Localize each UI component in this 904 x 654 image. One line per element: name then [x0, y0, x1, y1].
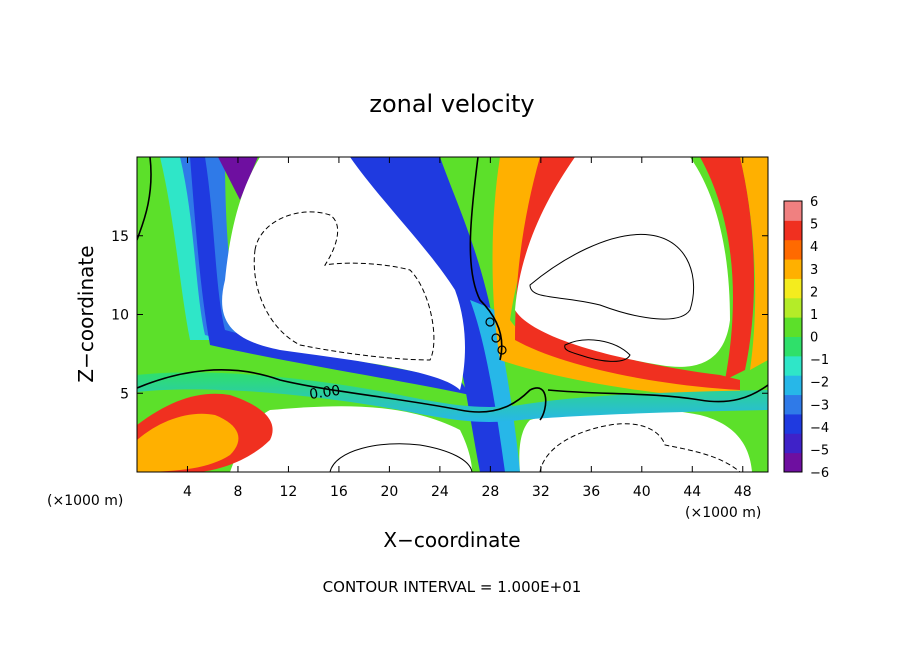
contour-zero-center — [469, 157, 503, 361]
contour-positive-right — [529, 233, 695, 320]
y-axis: 5 10 15 — [111, 229, 768, 402]
colorbar-label: −6 — [810, 466, 829, 481]
colorbar-swatch — [784, 220, 802, 241]
x-tick-label: 48 — [734, 484, 752, 500]
colorbar-label: −3 — [810, 398, 829, 413]
x-tick-label: 44 — [683, 484, 701, 500]
region-far-right-orange — [740, 157, 768, 370]
contour-negative-lower — [539, 423, 741, 472]
colorbar-swatch — [784, 259, 802, 279]
x-tick-label: 16 — [330, 484, 348, 500]
contour-zero-right — [547, 384, 768, 403]
colorbar-label: 0 — [810, 331, 818, 346]
x-tick-label: 20 — [380, 484, 398, 500]
x-unit-label-right: (×1000 m) — [685, 505, 761, 521]
x-axis-title: X−coordinate — [383, 528, 520, 552]
contour-negative-upper — [253, 211, 435, 361]
x-tick-label: 12 — [280, 484, 298, 500]
region-lower-left-orange — [137, 413, 239, 472]
y-tick-label: 10 — [111, 308, 129, 324]
contour-label: 0.00 — [308, 383, 341, 403]
region-right-red — [515, 157, 740, 390]
saturated-region-upper-right — [515, 157, 730, 367]
colorbar-swatch — [784, 239, 802, 260]
colorbar-label: 6 — [810, 195, 818, 210]
colorbar-swatch — [784, 355, 802, 376]
y-tick-label: 15 — [111, 229, 129, 245]
colorbar-swatch — [784, 317, 802, 337]
colorbar-swatch — [784, 413, 802, 434]
colorbar-swatch — [784, 394, 802, 415]
y-axis-title: Z−coordinate — [74, 245, 98, 382]
region-central-cyan — [470, 300, 520, 472]
contour-positive-small — [564, 339, 631, 362]
contour-lines — [137, 157, 768, 472]
region-central-blue — [340, 157, 515, 472]
colorbar-label: 3 — [810, 263, 818, 278]
region-far-right-red — [690, 157, 755, 380]
saturated-region-lower-left — [230, 406, 472, 472]
region-right-orange — [492, 157, 740, 400]
heatmap-field — [137, 157, 768, 472]
x-tick-label: 40 — [633, 484, 651, 500]
colorbar-label: −2 — [810, 376, 829, 391]
footer-contour-interval: CONTOUR INTERVAL = 1.000E+01 — [323, 578, 582, 596]
x-tick-label: 36 — [582, 484, 600, 500]
x-tick-label: 24 — [431, 484, 449, 500]
colorbar-label: −4 — [810, 421, 829, 436]
x-tick-label: 8 — [233, 484, 242, 500]
saturated-region-upper-left — [222, 157, 465, 390]
colorbar-frame — [783, 200, 803, 473]
colorbar-swatch — [784, 336, 802, 357]
chart-title: zonal velocity — [369, 90, 534, 118]
x-tick-label: 4 — [183, 484, 192, 500]
colorbar-swatch — [784, 375, 802, 396]
x-tick-label: 32 — [532, 484, 550, 500]
colorbar-swatch — [784, 201, 802, 221]
colorbar-label: 2 — [810, 285, 818, 300]
colorbar-swatch — [784, 452, 802, 473]
region-mid-green-band — [137, 372, 768, 422]
colorbar-swatch — [784, 278, 802, 299]
x-unit-label-left: (×1000 m) — [47, 493, 123, 509]
colorbar-label: 1 — [810, 308, 818, 323]
region-top-purple — [218, 157, 258, 200]
saturated-region-lower-right — [519, 408, 752, 472]
contour-positive-bottom — [329, 443, 473, 472]
colorbar-label: −1 — [810, 353, 829, 368]
colorbar-swatch — [784, 297, 802, 318]
colorbar: 6 5 4 3 2 1 0 −1 −2 −3 −4 −5 −6 — [783, 195, 829, 481]
x-tick-label: 28 — [481, 484, 499, 500]
colorbar-label: 5 — [810, 218, 818, 233]
contour-small-loops — [485, 317, 507, 355]
contour-zero-left — [137, 157, 152, 241]
y-tick-label: 5 — [120, 386, 129, 402]
colorbar-label: −5 — [810, 443, 829, 458]
colorbar-label: 4 — [810, 240, 818, 255]
x-axis: 4 8 12 16 20 24 28 32 36 40 44 48 — [183, 157, 752, 500]
colorbar-swatch — [784, 433, 802, 454]
contour-zero-band — [137, 369, 547, 421]
